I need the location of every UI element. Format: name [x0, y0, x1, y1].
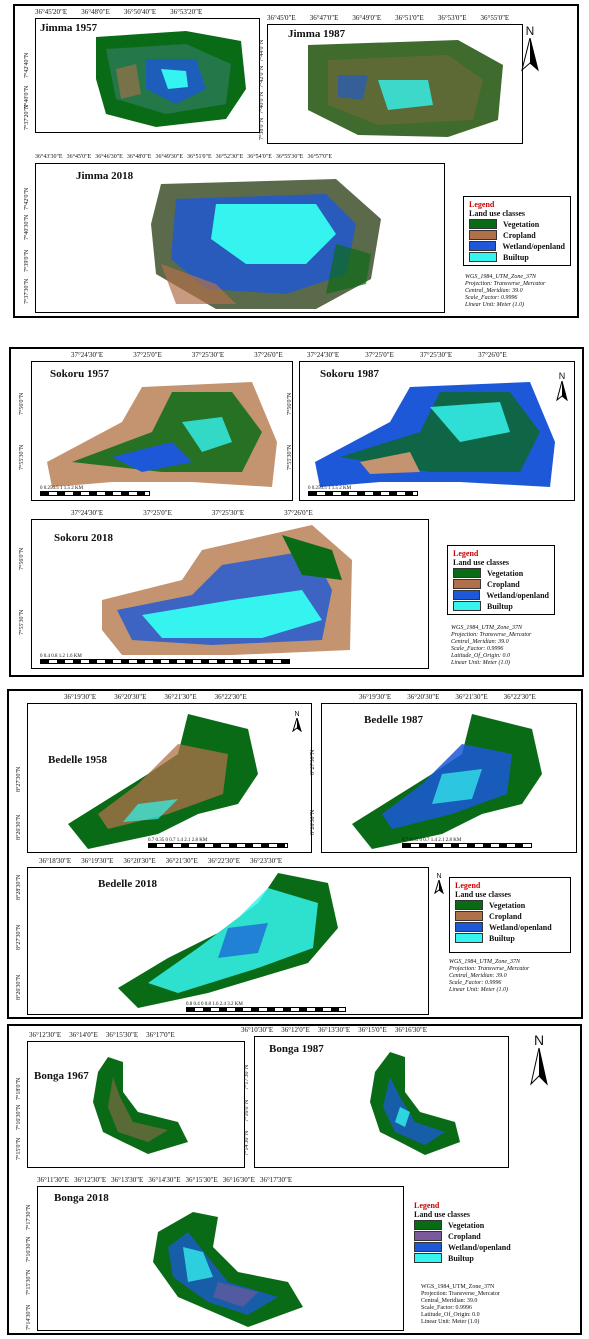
legend-item: Cropland — [453, 579, 549, 589]
map-jimma-1987: Jimma 1987 — [267, 24, 523, 144]
legend-item: Vegetation — [455, 900, 565, 910]
map-title: Jimma 1957 — [40, 22, 98, 34]
north-arrow-icon — [434, 878, 444, 895]
legend-item: Vegetation — [469, 219, 565, 229]
north-arrow: N — [529, 1032, 549, 1089]
land-use-map — [93, 1057, 188, 1154]
panel-b: B 37°24'30"E37°25'0"E37°25'30"E37°26'0"E… — [9, 347, 584, 677]
x-ticks: 36°43'30"E 36°45'0"E 36°46'30"E 36°48'0"E 36… — [35, 154, 333, 160]
x-ticks: 36°12'30"E 36°14'0"E 36°15'30"E 36°17'0"E — [29, 1031, 175, 1039]
map-title: Sokoru 1987 — [320, 368, 379, 380]
scale-bar: 0 0.4 0.8 1.2 1.6 KM — [40, 654, 290, 664]
legend-item: Wetland/openland — [469, 241, 565, 251]
map-bedelle-1958: Bedelle 1958 0.7 0.35 0 0.7 1.4 2.1 2.8 … — [27, 703, 312, 853]
map-jimma-1957: Jimma 1957 — [35, 18, 260, 133]
map-title: Jimma 1987 — [288, 28, 346, 40]
land-use-map — [151, 179, 381, 309]
legend-item: Cropland — [414, 1231, 516, 1241]
scale-bar: 0.8 0.4 0 0.8 1.6 2.4 3.2 KM — [186, 1002, 346, 1012]
x-ticks: 36°45'20"E 36°48'0"E 36°50'40"E 36°53'20"E — [35, 8, 203, 16]
north-arrow-icon — [521, 37, 539, 72]
legend-item: Vegetation — [453, 568, 549, 578]
north-arrow-icon — [556, 379, 568, 402]
land-use-map — [308, 40, 503, 137]
map-sokoru-2018: Sokoru 2018 0 0.4 0.8 1.2 1.6 KM — [31, 519, 429, 669]
land-use-map — [315, 382, 555, 487]
projection-info: WGS_1984_UTM_Zone_37N Projection: Transve… — [449, 959, 530, 993]
map-bedelle-1987: Bedelle 1987 0.7 0.35 0 0.7 1.4 2.1 2.8 … — [321, 703, 577, 853]
panel-c: C 36°19'30"E36°20'30"E36°21'30"E36°22'30… — [7, 689, 583, 1019]
land-use-map — [352, 714, 542, 849]
land-use-map — [47, 382, 277, 487]
map-sokoru-1957: Sokoru 1957 0 0.250.5 1 1.5 2 KM — [31, 361, 293, 501]
north-arrow-icon — [530, 1047, 548, 1086]
x-ticks: 37°24'30"E 37°25'0"E 37°25'30"E 37°26'0"E — [71, 509, 313, 517]
map-bonga-1987: Bonga 1987 — [254, 1036, 509, 1168]
map-title: Jimma 2018 — [76, 170, 134, 182]
legend-item: Cropland — [455, 911, 565, 921]
map-bonga-1967: Bonga 1967 — [27, 1041, 245, 1168]
x-ticks: 36°10'30"E 36°12'0"E 36°13'30"E 36°15'0"E 36… — [241, 1026, 428, 1034]
x-ticks: 37°24'30"E 37°25'0"E 37°25'30"E 37°26'0"E — [307, 351, 507, 359]
projection-info: WGS_1984_UTM_Zone_37N Projection: Transve… — [451, 625, 532, 666]
legend-item: Builtup — [469, 252, 565, 262]
map-bonga-2018: Bonga 2018 — [37, 1186, 404, 1331]
land-use-map — [68, 714, 258, 849]
north-arrow: N — [434, 873, 444, 896]
legend-item: Wetland/openland — [453, 590, 549, 600]
map-title: Bonga 1987 — [269, 1043, 324, 1055]
land-use-map — [153, 1212, 303, 1327]
map-jimma-2018: Jimma 2018 — [35, 163, 445, 313]
map-sokoru-1987: Sokoru 1987 0 0.250.5 1 1.5 2 KM — [299, 361, 575, 501]
land-use-map — [118, 873, 338, 1008]
panel-a: A 36°45'20"E36°48'0"E36°50'40"E36°53'20"… — [13, 4, 579, 318]
scale-bar: 0.7 0.35 0 0.7 1.4 2.1 2.8 KM — [148, 838, 288, 848]
legend-item: Vegetation — [414, 1220, 516, 1230]
scale-bar: 0 0.250.5 1 1.5 2 KM — [40, 486, 150, 496]
map-title: Bonga 1967 — [34, 1070, 89, 1082]
map-bedelle-2018: Bedelle 2018 0.8 0.4 0 0.8 1.6 2.4 3.2 K… — [27, 867, 429, 1015]
x-ticks: 36°19'30"E 36°20'30"E 36°21'30"E 36°22'30"E — [64, 693, 247, 701]
map-title: Sokoru 1957 — [50, 368, 109, 380]
legend-item: Builtup — [414, 1253, 516, 1263]
x-ticks: 37°24'30"E 37°25'0"E 37°25'30"E 37°26'0"E — [71, 351, 283, 359]
legend: Legend Land use classes Vegetation Cropl… — [409, 1198, 521, 1270]
land-use-map — [96, 31, 246, 127]
map-title: Bedelle 1958 — [48, 754, 107, 766]
north-arrow: N — [292, 711, 302, 734]
north-arrow: N — [556, 371, 568, 403]
map-title: Sokoru 2018 — [54, 532, 113, 544]
projection-info: WGS_1984_UTM_Zone_37N Projection: Transve… — [421, 1284, 500, 1325]
north-arrow-icon — [292, 716, 302, 733]
legend-item: Builtup — [453, 601, 549, 611]
legend: Legend Land use classes Vegetation Cropl… — [463, 196, 571, 266]
legend-item: Cropland — [469, 230, 565, 240]
legend: Legend Land use classes Vegetation Cropl… — [449, 877, 571, 953]
legend-item: Builtup — [455, 933, 565, 943]
x-ticks: 36°45'0"E 36°47'0"E 36°49'0"E 36°51'0"E 36°5… — [267, 14, 510, 22]
x-ticks: 36°18'30"E 36°19'30"E 36°20'30"E 36°21'30"E… — [39, 857, 283, 865]
scale-bar: 0.7 0.35 0 0.7 1.4 2.1 2.8 KM — [402, 838, 532, 848]
legend: Legend Land use classes Vegetation Cropl… — [447, 545, 555, 615]
map-title: Bedelle 2018 — [98, 878, 157, 890]
north-arrow: N — [520, 24, 540, 75]
projection-info: WGS_1984_UTM_Zone_37N Projection: Transve… — [465, 274, 546, 308]
land-use-map — [370, 1052, 460, 1155]
x-ticks: 36°19'30"E 36°20'30"E 36°21'30"E 36°22'30"E — [359, 693, 536, 701]
legend-item: Wetland/openland — [414, 1242, 516, 1252]
map-title: Bonga 2018 — [54, 1192, 109, 1204]
scale-bar: 0 0.250.5 1 1.5 2 KM — [308, 486, 418, 496]
x-ticks: 36°11'30"E 36°12'30"E 36°13'30"E 36°14'30"E… — [37, 1176, 293, 1184]
legend-item: Wetland/openland — [455, 922, 565, 932]
map-title: Bedelle 1987 — [364, 714, 423, 726]
land-use-map — [102, 525, 352, 655]
panel-d: D 36°12'30"E36°14'0"E36°15'30"E36°17'0"E… — [7, 1024, 582, 1335]
